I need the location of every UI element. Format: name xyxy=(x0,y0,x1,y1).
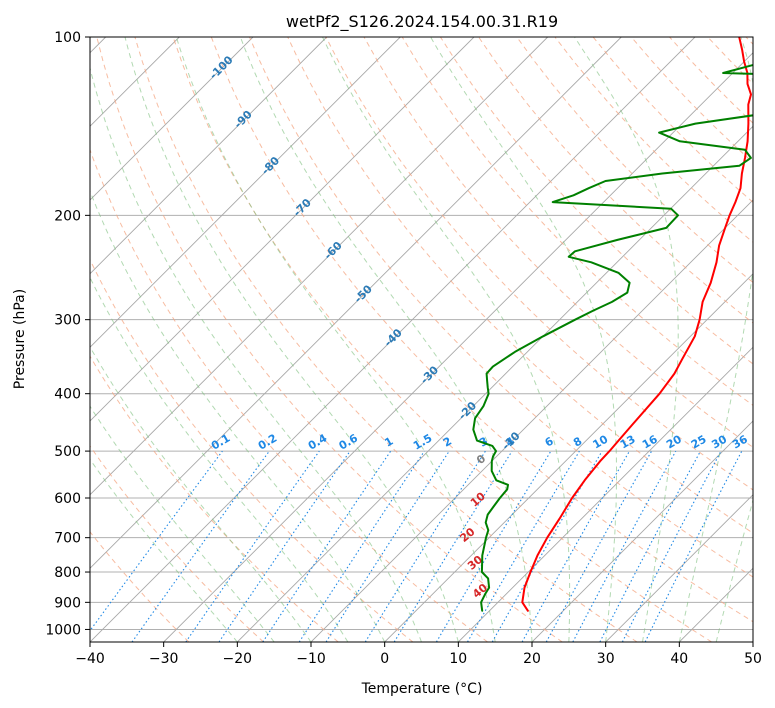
mixing-ratio-line xyxy=(262,450,392,642)
x-tick-label: −10 xyxy=(296,651,326,667)
isotherm-line xyxy=(163,52,753,642)
x-axis-title: Temperature (°C) xyxy=(361,681,483,697)
plot-frame xyxy=(89,36,754,643)
y-tick-label: 900 xyxy=(54,595,81,611)
x-tick-label: 30 xyxy=(597,651,615,667)
y-tick-label: 200 xyxy=(54,208,81,224)
y-tick-label: 1000 xyxy=(45,622,81,638)
mixing-ratio-line xyxy=(325,450,450,642)
moist-adiabat xyxy=(175,37,496,642)
mixing-ratio-line xyxy=(521,450,630,642)
dry-adiabat xyxy=(210,37,753,623)
temperature-profile-line xyxy=(521,37,752,612)
axes: −40 −30 −20 −10 0 10 20 30 40 50 100 200 300 400 500 60… xyxy=(45,30,762,667)
mixing-ratio-line xyxy=(131,450,270,642)
moist-adiabat xyxy=(90,189,386,642)
y-tick-label: 500 xyxy=(54,444,81,460)
mixing-ratio-line xyxy=(218,450,351,642)
moist-adiabat xyxy=(322,37,571,642)
x-tick-label: 0 xyxy=(380,651,389,667)
dry-adiabat xyxy=(172,37,712,642)
x-tick-label: 40 xyxy=(670,651,688,667)
isotherm-line xyxy=(90,37,549,496)
y-tick-label: 400 xyxy=(54,387,81,403)
y-tick-label: 100 xyxy=(54,30,81,46)
mixing-ratio-line xyxy=(572,450,677,642)
plot-area: 0.1 0.2 0.4 0.6 1 1.5 2 3 4 6 8 10 13 16 20 25 30 36-100-… xyxy=(90,37,753,642)
mixing-ratio-line xyxy=(545,450,653,642)
y-axis-title: Pressure (hPa) xyxy=(12,289,28,389)
x-tick-label: 10 xyxy=(449,651,467,667)
mixing-ratio-line xyxy=(185,450,320,642)
moist-adiabat xyxy=(574,37,679,642)
isotherm-line xyxy=(90,37,254,201)
dry-adiabat xyxy=(90,531,190,642)
mixing-ratio-line xyxy=(90,450,223,632)
isotherm-line xyxy=(90,37,328,275)
dry-adiabat xyxy=(287,37,753,534)
moist-adiabat xyxy=(239,37,533,642)
y-tick-label: 300 xyxy=(54,313,81,329)
isotherm-line xyxy=(90,37,401,348)
isotherm-line xyxy=(310,199,753,642)
dry-adiabat xyxy=(90,258,414,642)
isotherm-line xyxy=(236,125,753,642)
x-tick-label: −30 xyxy=(149,651,179,667)
dry-adiabat xyxy=(90,355,339,642)
moist-adiabat xyxy=(124,37,459,642)
dry-adiabat xyxy=(401,37,753,406)
x-tick-label: −20 xyxy=(223,651,253,667)
moist-adiabat xyxy=(90,65,422,642)
y-tick-label: 800 xyxy=(54,565,81,581)
isotherm-line xyxy=(90,37,475,422)
y-tick-label: 700 xyxy=(54,531,81,547)
isotherm-line xyxy=(605,494,753,642)
dry-adiabat xyxy=(90,148,488,642)
dry-adiabat xyxy=(96,37,563,642)
dry-adiabat xyxy=(90,445,264,642)
dry-adiabat xyxy=(249,37,753,578)
dry-adiabat xyxy=(516,37,753,284)
y-tick-label: 600 xyxy=(54,491,81,507)
dewpoint-profile-line xyxy=(472,63,753,612)
x-tick-label: 20 xyxy=(523,651,541,667)
isotherm-line xyxy=(90,37,622,569)
moist-adiabat xyxy=(90,276,349,642)
mixing-ratio-line xyxy=(298,450,425,642)
chart-title: wetPf2_S126.2024.154.00.31.R19 xyxy=(286,12,558,32)
x-tick-label: −40 xyxy=(75,651,105,667)
isotherm-line xyxy=(457,346,753,642)
isotherm-line xyxy=(531,420,753,642)
dry-adiabat xyxy=(134,37,638,642)
mixing-ratio-line xyxy=(644,450,743,642)
x-tick-label: 50 xyxy=(744,651,762,667)
moist-adiabat xyxy=(90,458,238,642)
mixing-ratio-line xyxy=(393,450,513,642)
dry-adiabat xyxy=(439,37,753,365)
moist-adiabat xyxy=(430,37,617,642)
